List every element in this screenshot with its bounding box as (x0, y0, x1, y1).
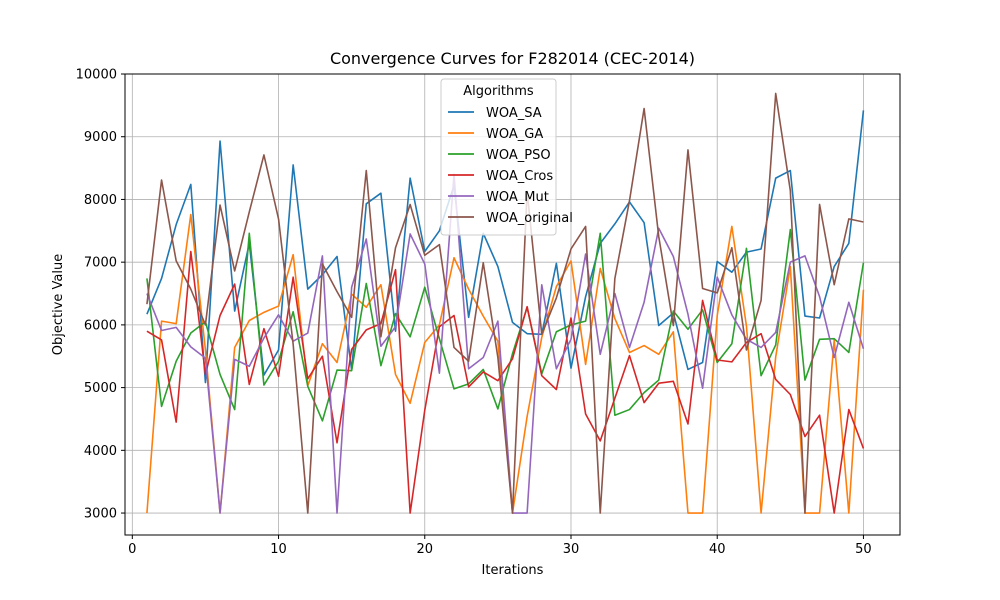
y-tick-label: 4000 (84, 444, 117, 459)
series-line-woa-original (146, 92, 864, 514)
legend-label: WOA_PSO (486, 148, 551, 163)
y-tick-label: 3000 (84, 507, 117, 522)
x-tick-label: 30 (563, 542, 580, 557)
x-axis-label: Iterations (482, 563, 544, 578)
y-axis-label: Objective Value (51, 254, 66, 355)
series-line-woa-pso (146, 228, 865, 422)
series-line-woa-cros (146, 250, 865, 514)
x-tick-label: 40 (709, 542, 726, 557)
legend-label: WOA_original (486, 211, 573, 226)
x-tick-label: 10 (270, 542, 287, 557)
legend-label: WOA_Mut (486, 190, 549, 205)
y-tick-label: 7000 (84, 256, 117, 271)
y-tick-label: 5000 (84, 381, 117, 396)
x-tick-label: 50 (855, 542, 872, 557)
axes-frame (124, 73, 901, 536)
axis-ticks: 0 10 20 30 40 50 3000 4000 5000 6000 7000 8000 9000 1… (76, 68, 872, 558)
chart-title: Convergence Curves for F282014 (CEC-2014… (330, 49, 695, 68)
y-tick-label: 9000 (84, 130, 117, 145)
y-tick-label: 6000 (84, 318, 117, 333)
series-line-woa-sa (146, 110, 865, 384)
y-tick-label: 8000 (84, 193, 117, 208)
legend-label: WOA_GA (486, 127, 543, 142)
legend: Algorithms WOA_SAWOA_GAWOA_PSOWOA_CrosWO… (440, 78, 573, 236)
legend-label: WOA_Cros (486, 169, 553, 184)
legend-label: WOA_SA (486, 106, 542, 121)
legend-title: Algorithms (463, 84, 534, 99)
x-tick-label: 0 (128, 542, 136, 557)
legend-items: WOA_SA WOA_GA WOA_PSO WOA_Cros WOA_Mut WOA_or… (448, 106, 573, 226)
x-tick-label: 20 (416, 542, 433, 557)
y-tick-label: 10000 (76, 68, 117, 83)
series-lines (146, 92, 865, 514)
